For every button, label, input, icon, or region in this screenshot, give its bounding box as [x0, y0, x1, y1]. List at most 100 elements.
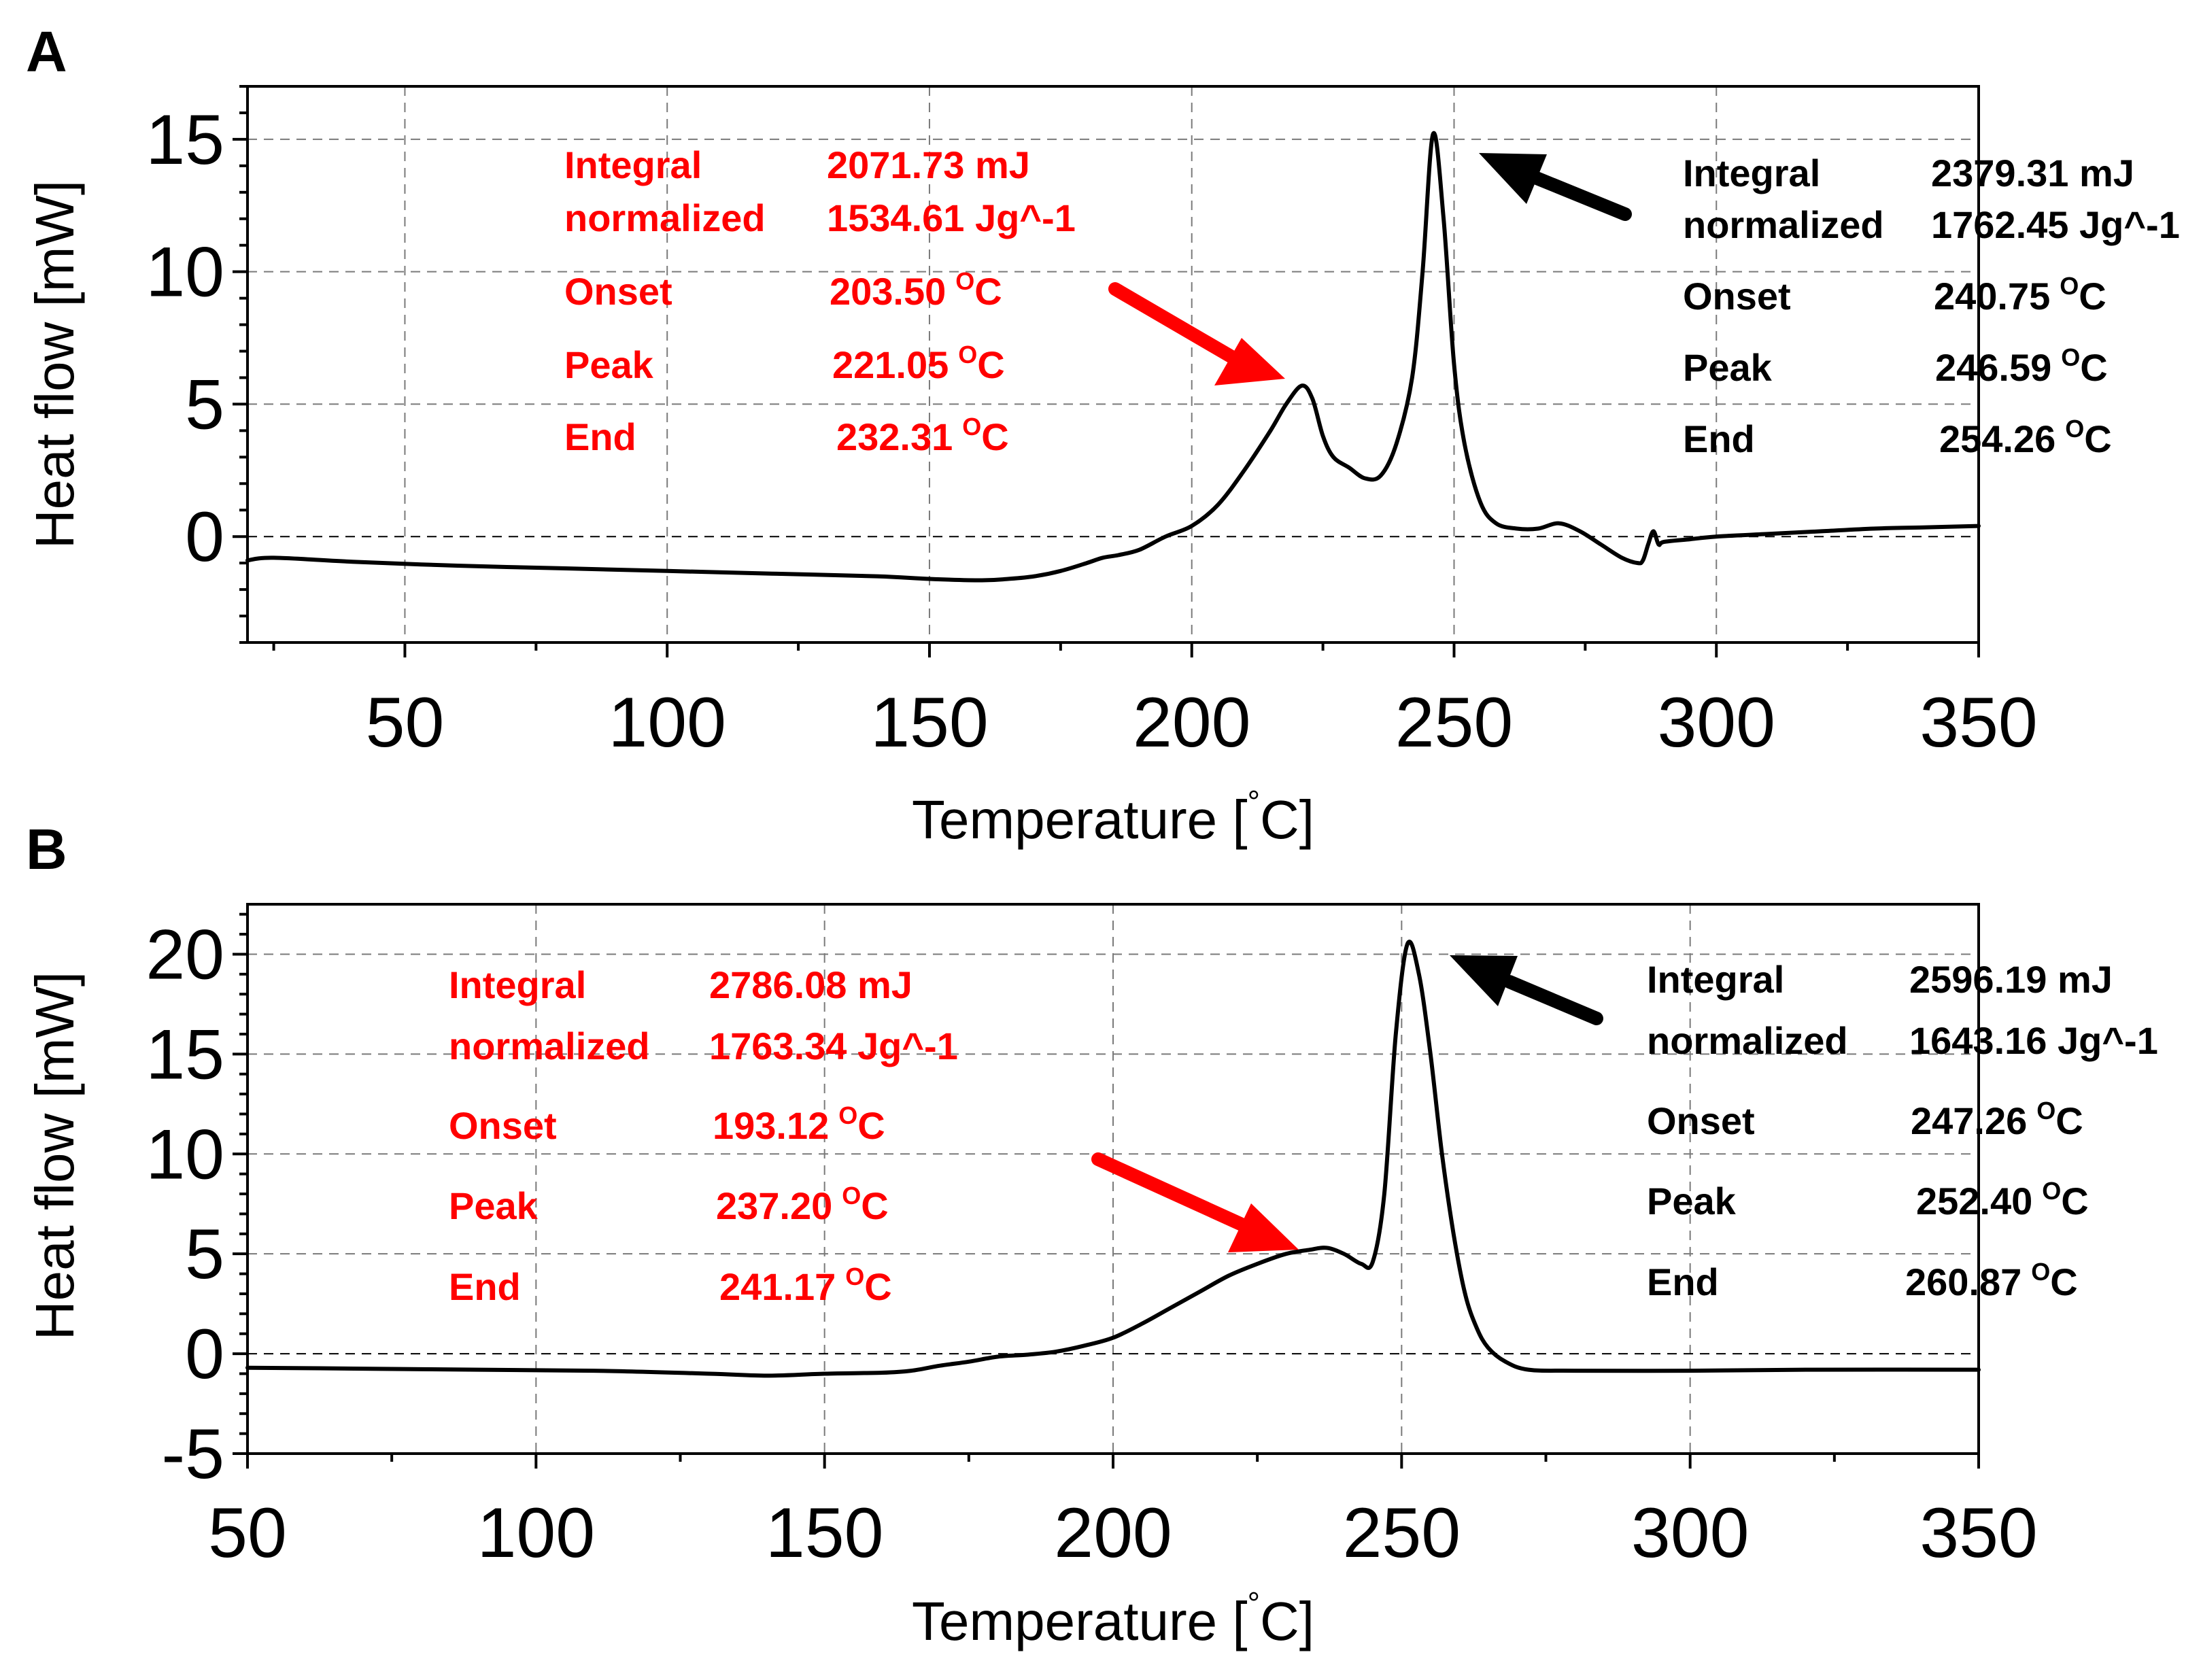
- panel-a-letter: A: [26, 20, 67, 84]
- panel-b-red-arrow-icon: [1091, 1152, 1299, 1252]
- panel-a-second-peak-label: Peak: [1683, 346, 1773, 389]
- panel-a-first-peak-label: Peak: [564, 343, 654, 386]
- panel-a-second-onset-label: Onset: [1683, 275, 1791, 318]
- panel-a-x-tick-label: 150: [870, 683, 989, 762]
- panel-a-x-tick-label: 50: [366, 683, 445, 762]
- panel-b-second-normalized-value: 1643.16 Jg^-1: [1909, 1019, 2158, 1062]
- panel-b-second-peak-annotation: Integral 2596.19 mJ normalized 1643.16 J…: [1647, 958, 2158, 1303]
- panel-a-first-end-value: 232.31 OC: [836, 413, 1009, 458]
- panel-b-y-tick-label: 5: [185, 1215, 224, 1294]
- panel-a-heat-flow-line: [245, 131, 1981, 583]
- panel-a-red-arrow-icon: [1108, 282, 1285, 385]
- panel-a-second-integral-label: Integral: [1683, 152, 1820, 194]
- panel-b-first-peak-label: Peak: [449, 1184, 539, 1227]
- panel-a-first-peak-number: 221.05: [832, 343, 949, 386]
- panel-a-second-end-value: 254.26 OC: [1939, 415, 2112, 460]
- panel-b-first-peak-value: 237.20 OC: [716, 1182, 889, 1227]
- panel-b-first-end-label: End: [449, 1265, 521, 1308]
- panel-a-y-tick-label: 0: [185, 498, 224, 577]
- panel-a-first-end-unit: C: [981, 415, 1008, 458]
- panel-b-second-peak-label: Peak: [1647, 1180, 1737, 1222]
- panel-a-first-normalized-value: 1534.61 Jg^-1: [827, 196, 1076, 239]
- panel-b-second-peak-unit: C: [2061, 1180, 2088, 1222]
- panel-b-first-end-value: 241.17 OC: [719, 1263, 892, 1308]
- panel-b-heat-flow-line: [245, 940, 1981, 1378]
- panel-a-x-tick-label: 100: [608, 683, 726, 762]
- panel-b-second-peak-value: 252.40 OC: [1916, 1177, 2089, 1222]
- panel-a-first-onset-label: Onset: [564, 270, 672, 313]
- panel-a-black-arrow-icon: [1479, 153, 1632, 221]
- panel-a-second-end-label: End: [1683, 417, 1755, 460]
- panel-b-first-peak-degree: O: [842, 1182, 861, 1210]
- panel-b-ticks: 50 100 150 200 250 300 350 -5 0 5 10 15 20: [146, 912, 2038, 1573]
- panel-b-x-tick-label: 350: [1920, 1494, 2038, 1573]
- panel-a-x-tick-label: 250: [1395, 683, 1514, 762]
- panel-a-plot-frame: [246, 85, 1980, 644]
- panel-b-black-arrow-icon: [1450, 955, 1603, 1025]
- panel-a-grid: [248, 86, 1979, 642]
- panel-b-first-end-degree: O: [845, 1263, 864, 1290]
- panel-b-first-end-number: 241.17: [719, 1265, 836, 1308]
- panel-a-y-tick-label: 15: [146, 101, 224, 179]
- panel-b-y-axis-title: Heat flow [mW]: [24, 972, 85, 1340]
- panel-b-second-integral-value: 2596.19 mJ: [1909, 958, 2113, 1001]
- panel-b-y-tick-label: 20: [146, 915, 224, 994]
- panel-a-second-end-number: 254.26: [1939, 417, 2055, 460]
- panel-a-first-peak-degree: O: [958, 341, 977, 368]
- panel-b-x-axis-degree: °: [1248, 1585, 1260, 1621]
- panel-a-second-normalized-label: normalized: [1683, 203, 1884, 246]
- panel-a-second-onset-number: 240.75: [1934, 275, 2050, 318]
- panel-b-first-normalized-value: 1763.34 Jg^-1: [709, 1025, 958, 1067]
- panel-b-first-peak-number: 237.20: [716, 1184, 832, 1227]
- panel-a-y-tick-label: 5: [185, 365, 224, 444]
- panel-b-first-onset-degree: O: [838, 1101, 857, 1129]
- panel-b-letter: B: [26, 817, 67, 881]
- panel-a-x-tick-label: 200: [1133, 683, 1251, 762]
- panel-b-first-peak-annotation: Integral 2786.08 mJ normalized 1763.34 J…: [449, 963, 958, 1308]
- panel-b-x-tick-label: 300: [1631, 1494, 1750, 1573]
- panel-a-second-peak-annotation: Integral 2379.31 mJ normalized 1762.45 J…: [1683, 152, 2180, 460]
- panel-b-x-tick-label: 200: [1054, 1494, 1172, 1573]
- panel-b-first-onset-label: Onset: [449, 1104, 557, 1147]
- panel-b-x-axis-unit: C]: [1260, 1591, 1314, 1651]
- panel-a-first-onset-number: 203.50: [830, 270, 946, 313]
- panel-b-second-onset-value: 247.26 OC: [1911, 1097, 2083, 1142]
- panel-a-first-integral-value: 2071.73 mJ: [827, 143, 1030, 186]
- panel-a-second-onset-unit: C: [2079, 275, 2106, 318]
- panel-b-x-axis-title-main: Temperature [: [912, 1591, 1248, 1651]
- panel-b-second-end-degree: O: [2031, 1258, 2050, 1286]
- panel-a-ticks: 50 100 150 200 250 300 350 0 5 10 15: [146, 85, 2038, 762]
- panel-a-first-onset-degree: O: [955, 267, 974, 295]
- panel-b-second-peak-number: 252.40: [1916, 1180, 2032, 1222]
- panel-a-second-peak-number: 246.59: [1935, 346, 2051, 389]
- panel-b-x-tick-label: 150: [766, 1494, 884, 1573]
- panel-b-y-tick-label: -5: [162, 1415, 224, 1494]
- panel-b-y-tick-label: 15: [146, 1015, 224, 1094]
- panel-b-second-end-number: 260.87: [1905, 1261, 2021, 1303]
- panel-b-x-tick-label: 50: [208, 1494, 287, 1573]
- panel-a: A 50 100 150 200 250 300 350 0 5 10 15 Heat flow […: [24, 20, 2180, 850]
- panel-b-y-tick-label: 10: [146, 1115, 224, 1194]
- panel-b-second-end-label: End: [1647, 1261, 1719, 1303]
- panel-b-first-integral-label: Integral: [449, 963, 586, 1006]
- panel-a-y-tick-label: 10: [146, 233, 224, 312]
- panel-b-x-tick-label: 100: [477, 1494, 596, 1573]
- panel-b-plot-frame: [246, 903, 1980, 1455]
- panel-b-second-peak-degree: O: [2042, 1177, 2061, 1205]
- panel-a-second-onset-value: 240.75 OC: [1934, 272, 2106, 318]
- panel-a-first-end-degree: O: [962, 413, 981, 441]
- panel-a-first-end-label: End: [564, 415, 636, 458]
- panel-a-first-onset-value: 203.50 OC: [830, 267, 1002, 313]
- panel-b-first-onset-number: 193.12: [713, 1104, 829, 1147]
- panel-a-first-end-number: 232.31: [836, 415, 953, 458]
- panel-b-first-integral-value: 2786.08 mJ: [709, 963, 912, 1006]
- panel-a-first-integral-label: Integral: [564, 143, 702, 186]
- panel-b-first-peak-unit: C: [861, 1184, 888, 1227]
- panel-b-second-integral-label: Integral: [1647, 958, 1784, 1001]
- panel-a-x-axis-degree: °: [1248, 784, 1260, 819]
- panel-b-first-onset-value: 193.12 OC: [713, 1101, 885, 1147]
- panel-a-second-normalized-value: 1762.45 Jg^-1: [1931, 203, 2180, 246]
- panel-b-grid: [248, 904, 1979, 1454]
- panel-a-second-onset-degree: O: [2060, 272, 2079, 300]
